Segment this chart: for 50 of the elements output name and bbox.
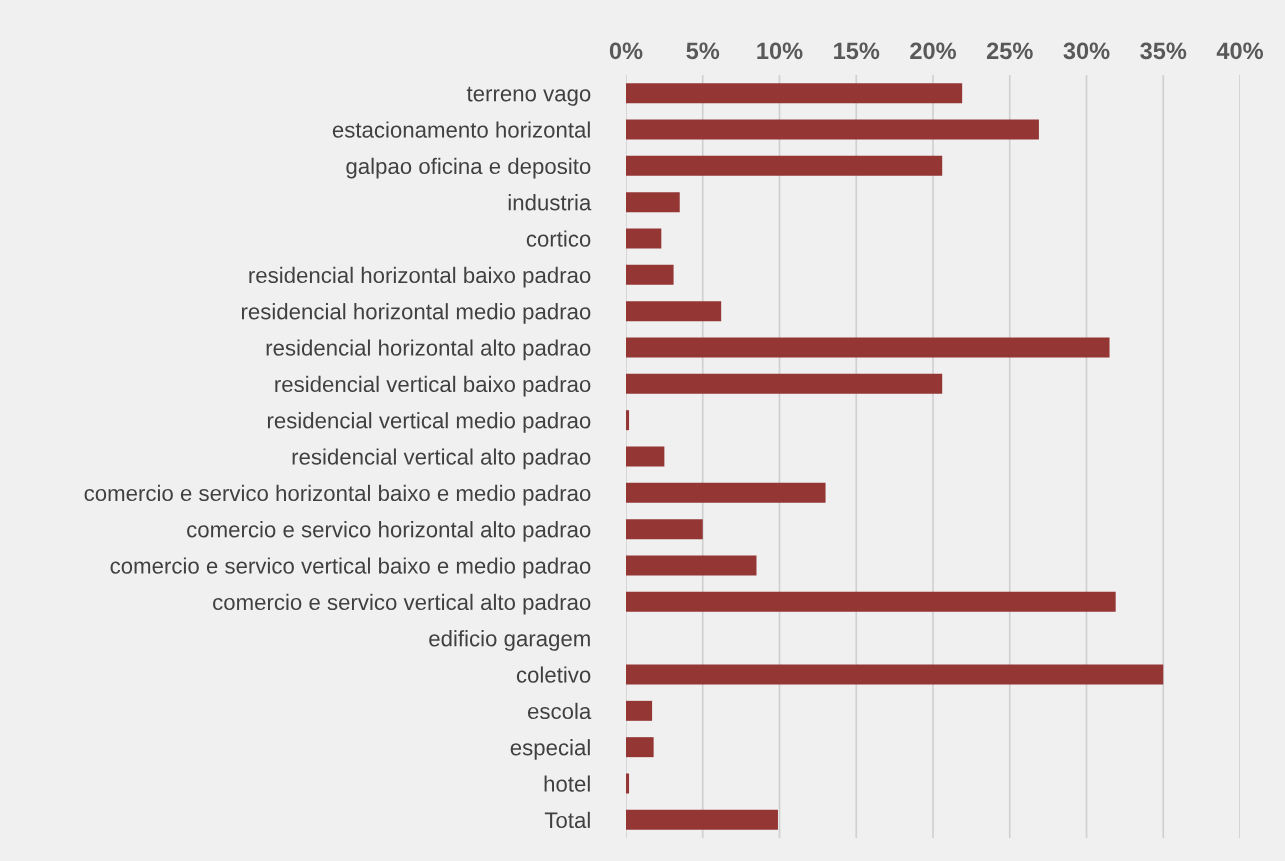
y-tick-label: industria [508, 194, 592, 211]
bar [626, 482, 826, 503]
x-tick-label: 35% [1140, 42, 1187, 60]
bar [626, 301, 722, 322]
y-tick-label: comercio e servico horizontal baixo e medio padrao [84, 484, 591, 506]
bar [626, 119, 1039, 140]
bar [626, 264, 674, 285]
y-tick-label: galpao oficina e deposito [346, 157, 591, 179]
bar [626, 700, 653, 721]
y-tick-label: Total [544, 811, 590, 829]
y-tick-label: escola [527, 702, 592, 720]
x-tick-label: 10% [757, 42, 803, 60]
x-tick-label: 40% [1216, 42, 1264, 60]
x-tick-label: 5% [686, 42, 720, 60]
y-tick-label: hotel [544, 775, 590, 792]
bar [626, 664, 1164, 685]
y-tick-label: residencial horizontal baixo padrao [249, 266, 591, 288]
bar [626, 155, 943, 176]
y-tick-label: residencial horizontal alto padrao [266, 339, 591, 361]
y-tick-label: comercio e servico horizontal alto padrao [187, 521, 591, 542]
x-tick-label: 20% [910, 42, 957, 60]
x-tick-label: 15% [834, 42, 880, 60]
bar [626, 228, 662, 249]
y-tick-label: especial [510, 739, 590, 760]
x-tick-label: 25% [986, 42, 1033, 60]
bar [626, 83, 963, 104]
bar [626, 773, 630, 794]
y-tick-label: residencial horizontal medio padrao [241, 303, 591, 324]
x-tick-label: 30% [1063, 42, 1110, 60]
y-tick-label: residencial vertical alto padrao [292, 448, 591, 470]
y-tick-label: terreno vago [466, 86, 591, 106]
y-tick-label: residencial vertical medio padrao [267, 412, 591, 433]
y-tick-label: coletivo [516, 666, 591, 683]
x-tick-label: 0% [609, 42, 643, 60]
y-tick-label: residencial vertical baixo padrao [275, 375, 591, 397]
bar [626, 555, 757, 576]
bar [626, 192, 680, 213]
y-tick-label: estacionamento horizontal [332, 121, 590, 138]
bar [626, 446, 665, 467]
y-tick-label: cortico [526, 230, 591, 247]
bar [626, 809, 778, 830]
bar [626, 373, 943, 394]
y-tick-label: comercio e servico vertical baixo e medio padrao [110, 557, 591, 579]
y-tick-label: comercio e servico vertical alto padrao [213, 593, 591, 615]
bar [626, 591, 1116, 612]
bar [626, 519, 703, 540]
bar [626, 410, 630, 431]
y-tick-label: edificio garagem [429, 630, 590, 651]
bar [626, 737, 654, 758]
bar [626, 337, 1110, 358]
